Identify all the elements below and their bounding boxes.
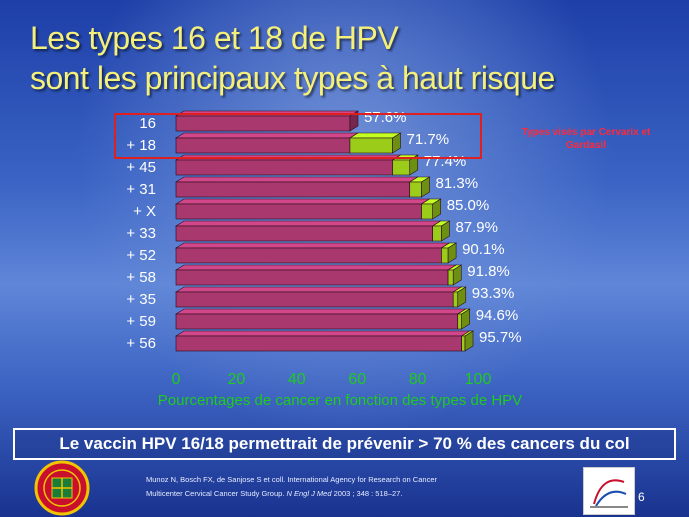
bar-9 — [174, 308, 467, 330]
category-label-6: + 52 — [126, 247, 156, 264]
page-number: 6 — [638, 490, 645, 504]
x-tick-label-3: 60 — [348, 371, 366, 388]
value-label-7: 91.8% — [467, 263, 510, 280]
x-tick-label-0: 0 — [172, 371, 181, 388]
vaccine-conclusion-banner: Le vaccin HPV 16/18 permettrait de préve… — [13, 428, 676, 460]
category-label-5: + 33 — [126, 225, 156, 242]
x-axis-label: Pourcentages de cancer en fonction des t… — [157, 392, 523, 409]
citation-line-1: Munoz N, Bosch FX, de Sanjose S et coll.… — [146, 475, 437, 484]
value-label-9: 94.6% — [476, 307, 519, 324]
organization-logo — [583, 467, 635, 515]
value-label-3: 81.3% — [436, 175, 479, 192]
bar-increment-1 — [348, 132, 402, 154]
bar-8 — [174, 286, 463, 308]
bar-increment-7 — [447, 264, 463, 286]
value-label-5: 87.9% — [455, 219, 498, 236]
category-label-2: + 45 — [126, 159, 156, 176]
value-label-8: 93.3% — [472, 285, 515, 302]
bar-increment-10 — [460, 330, 475, 352]
title-line-1: Les types 16 et 18 de HPV — [30, 20, 399, 56]
bar-increment-5 — [431, 220, 451, 242]
vaccine-types-annotation: Types visés par Cervarix et Gardasil — [521, 127, 651, 151]
category-label-8: + 35 — [126, 291, 156, 308]
x-tick-label-5: 100 — [465, 371, 492, 388]
bar-10 — [174, 330, 471, 352]
bar-increment-9 — [456, 308, 471, 330]
title-line-2: sont les principaux types à haut risque — [30, 60, 555, 96]
bar-6 — [174, 242, 451, 264]
value-label-4: 85.0% — [447, 197, 490, 214]
slide-title: Les types 16 et 18 de HPV sont les princ… — [30, 18, 680, 98]
category-label-10: + 56 — [126, 335, 156, 352]
citation-journal: N Engl J Med — [286, 489, 332, 498]
society-seal-logo — [34, 460, 90, 516]
category-label-7: + 58 — [126, 269, 156, 286]
citation-prefix: Multicenter Cervical Cancer Study Group. — [146, 489, 287, 498]
category-label-4: + X — [133, 203, 156, 220]
bar-4 — [174, 198, 431, 220]
value-label-1: 71.7% — [407, 131, 450, 148]
value-label-10: 95.7% — [479, 329, 522, 346]
bar-3 — [174, 176, 419, 198]
hpv-16-18-highlight-box — [114, 113, 482, 159]
category-label-1: + 18 — [126, 137, 156, 154]
category-label-9: + 59 — [126, 313, 156, 330]
value-label-6: 90.1% — [462, 241, 505, 258]
bar-increment-4 — [420, 198, 442, 220]
bar-increment-6 — [440, 242, 458, 264]
x-tick-label-2: 40 — [288, 371, 306, 388]
bar-increment-3 — [408, 176, 431, 198]
category-label-3: + 31 — [126, 181, 156, 198]
citation: Munoz N, Bosch FX, de Sanjose S et coll.… — [146, 473, 566, 501]
bar-increment-8 — [452, 286, 467, 308]
citation-line-2: Multicenter Cervical Cancer Study Group.… — [146, 487, 566, 501]
bar-5 — [174, 220, 442, 242]
x-tick-label-4: 80 — [409, 371, 427, 388]
x-tick-label-1: 20 — [228, 371, 246, 388]
category-label-0: 16 — [139, 115, 156, 132]
bar-7 — [174, 264, 458, 286]
citation-suffix: 2003 ; 348 : 518–27. — [331, 489, 403, 498]
